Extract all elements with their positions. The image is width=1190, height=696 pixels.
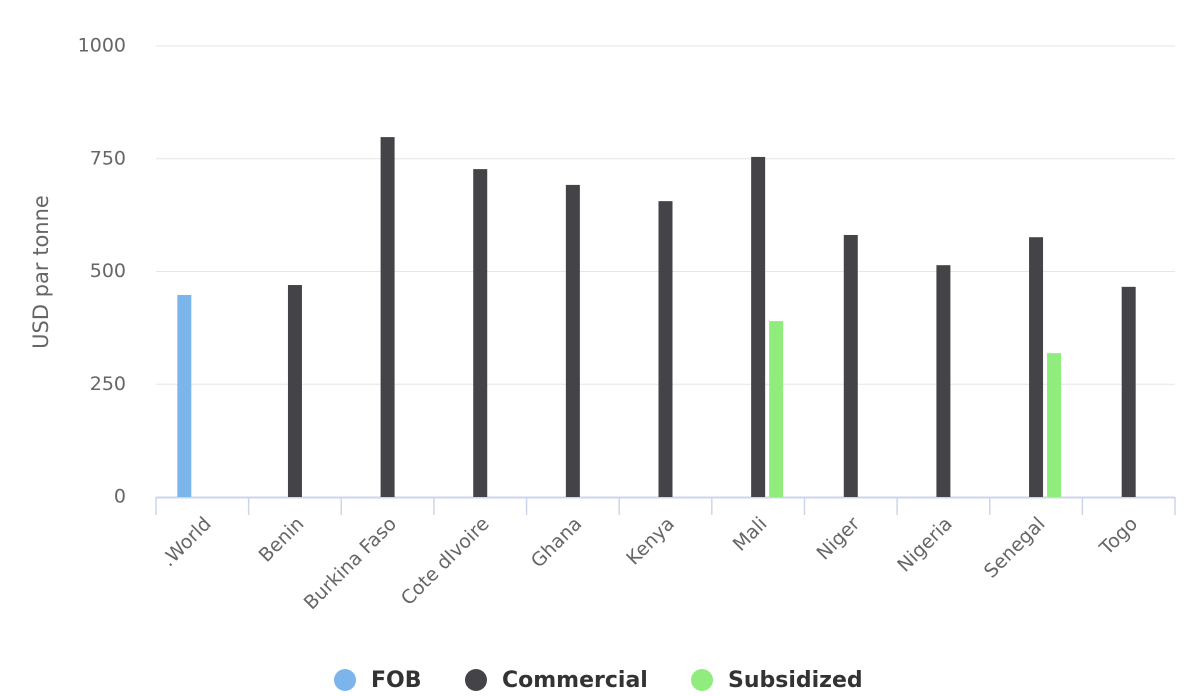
bar <box>1121 286 1136 497</box>
y-tick-label: 750 <box>90 147 126 169</box>
x-tick-label: Burkina Faso <box>300 513 401 614</box>
bar <box>380 137 395 498</box>
bar <box>658 201 673 498</box>
y-tick-label: 250 <box>90 373 126 395</box>
bar <box>769 321 784 497</box>
bar <box>1047 353 1062 497</box>
bar <box>177 294 192 497</box>
x-tick-label: Cote dIvoire <box>397 513 494 610</box>
y-tick-label: 500 <box>90 260 126 282</box>
x-tick-label: Ghana <box>527 513 586 572</box>
x-tick-label: Benin <box>255 513 309 567</box>
y-axis-label: USD par tonne <box>29 195 53 349</box>
legend-marker[interactable] <box>691 669 713 691</box>
y-tick-label: 1000 <box>78 35 126 57</box>
legend-label[interactable]: Subsidized <box>728 668 863 693</box>
x-tick-label: Kenya <box>622 513 679 570</box>
legend-label[interactable]: Commercial <box>502 668 648 693</box>
y-tick-label: 0 <box>114 486 126 508</box>
legend-label[interactable]: FOB <box>371 668 422 693</box>
x-tick-label: Mali <box>729 513 772 556</box>
x-tick-label: Senegal <box>980 513 1050 583</box>
bar <box>751 156 766 498</box>
x-tick-label: Nigeria <box>893 513 957 577</box>
bar <box>473 169 488 498</box>
bar <box>843 234 858 497</box>
bar <box>1029 237 1044 497</box>
x-tick-label: .World <box>157 513 215 571</box>
bar <box>565 184 580 497</box>
x-tick-label: Niger <box>813 513 865 565</box>
bar <box>287 285 302 497</box>
legend-marker[interactable] <box>334 669 356 691</box>
x-tick-label: Togo <box>1095 513 1142 560</box>
legend-marker[interactable] <box>465 669 487 691</box>
bar <box>936 265 951 497</box>
